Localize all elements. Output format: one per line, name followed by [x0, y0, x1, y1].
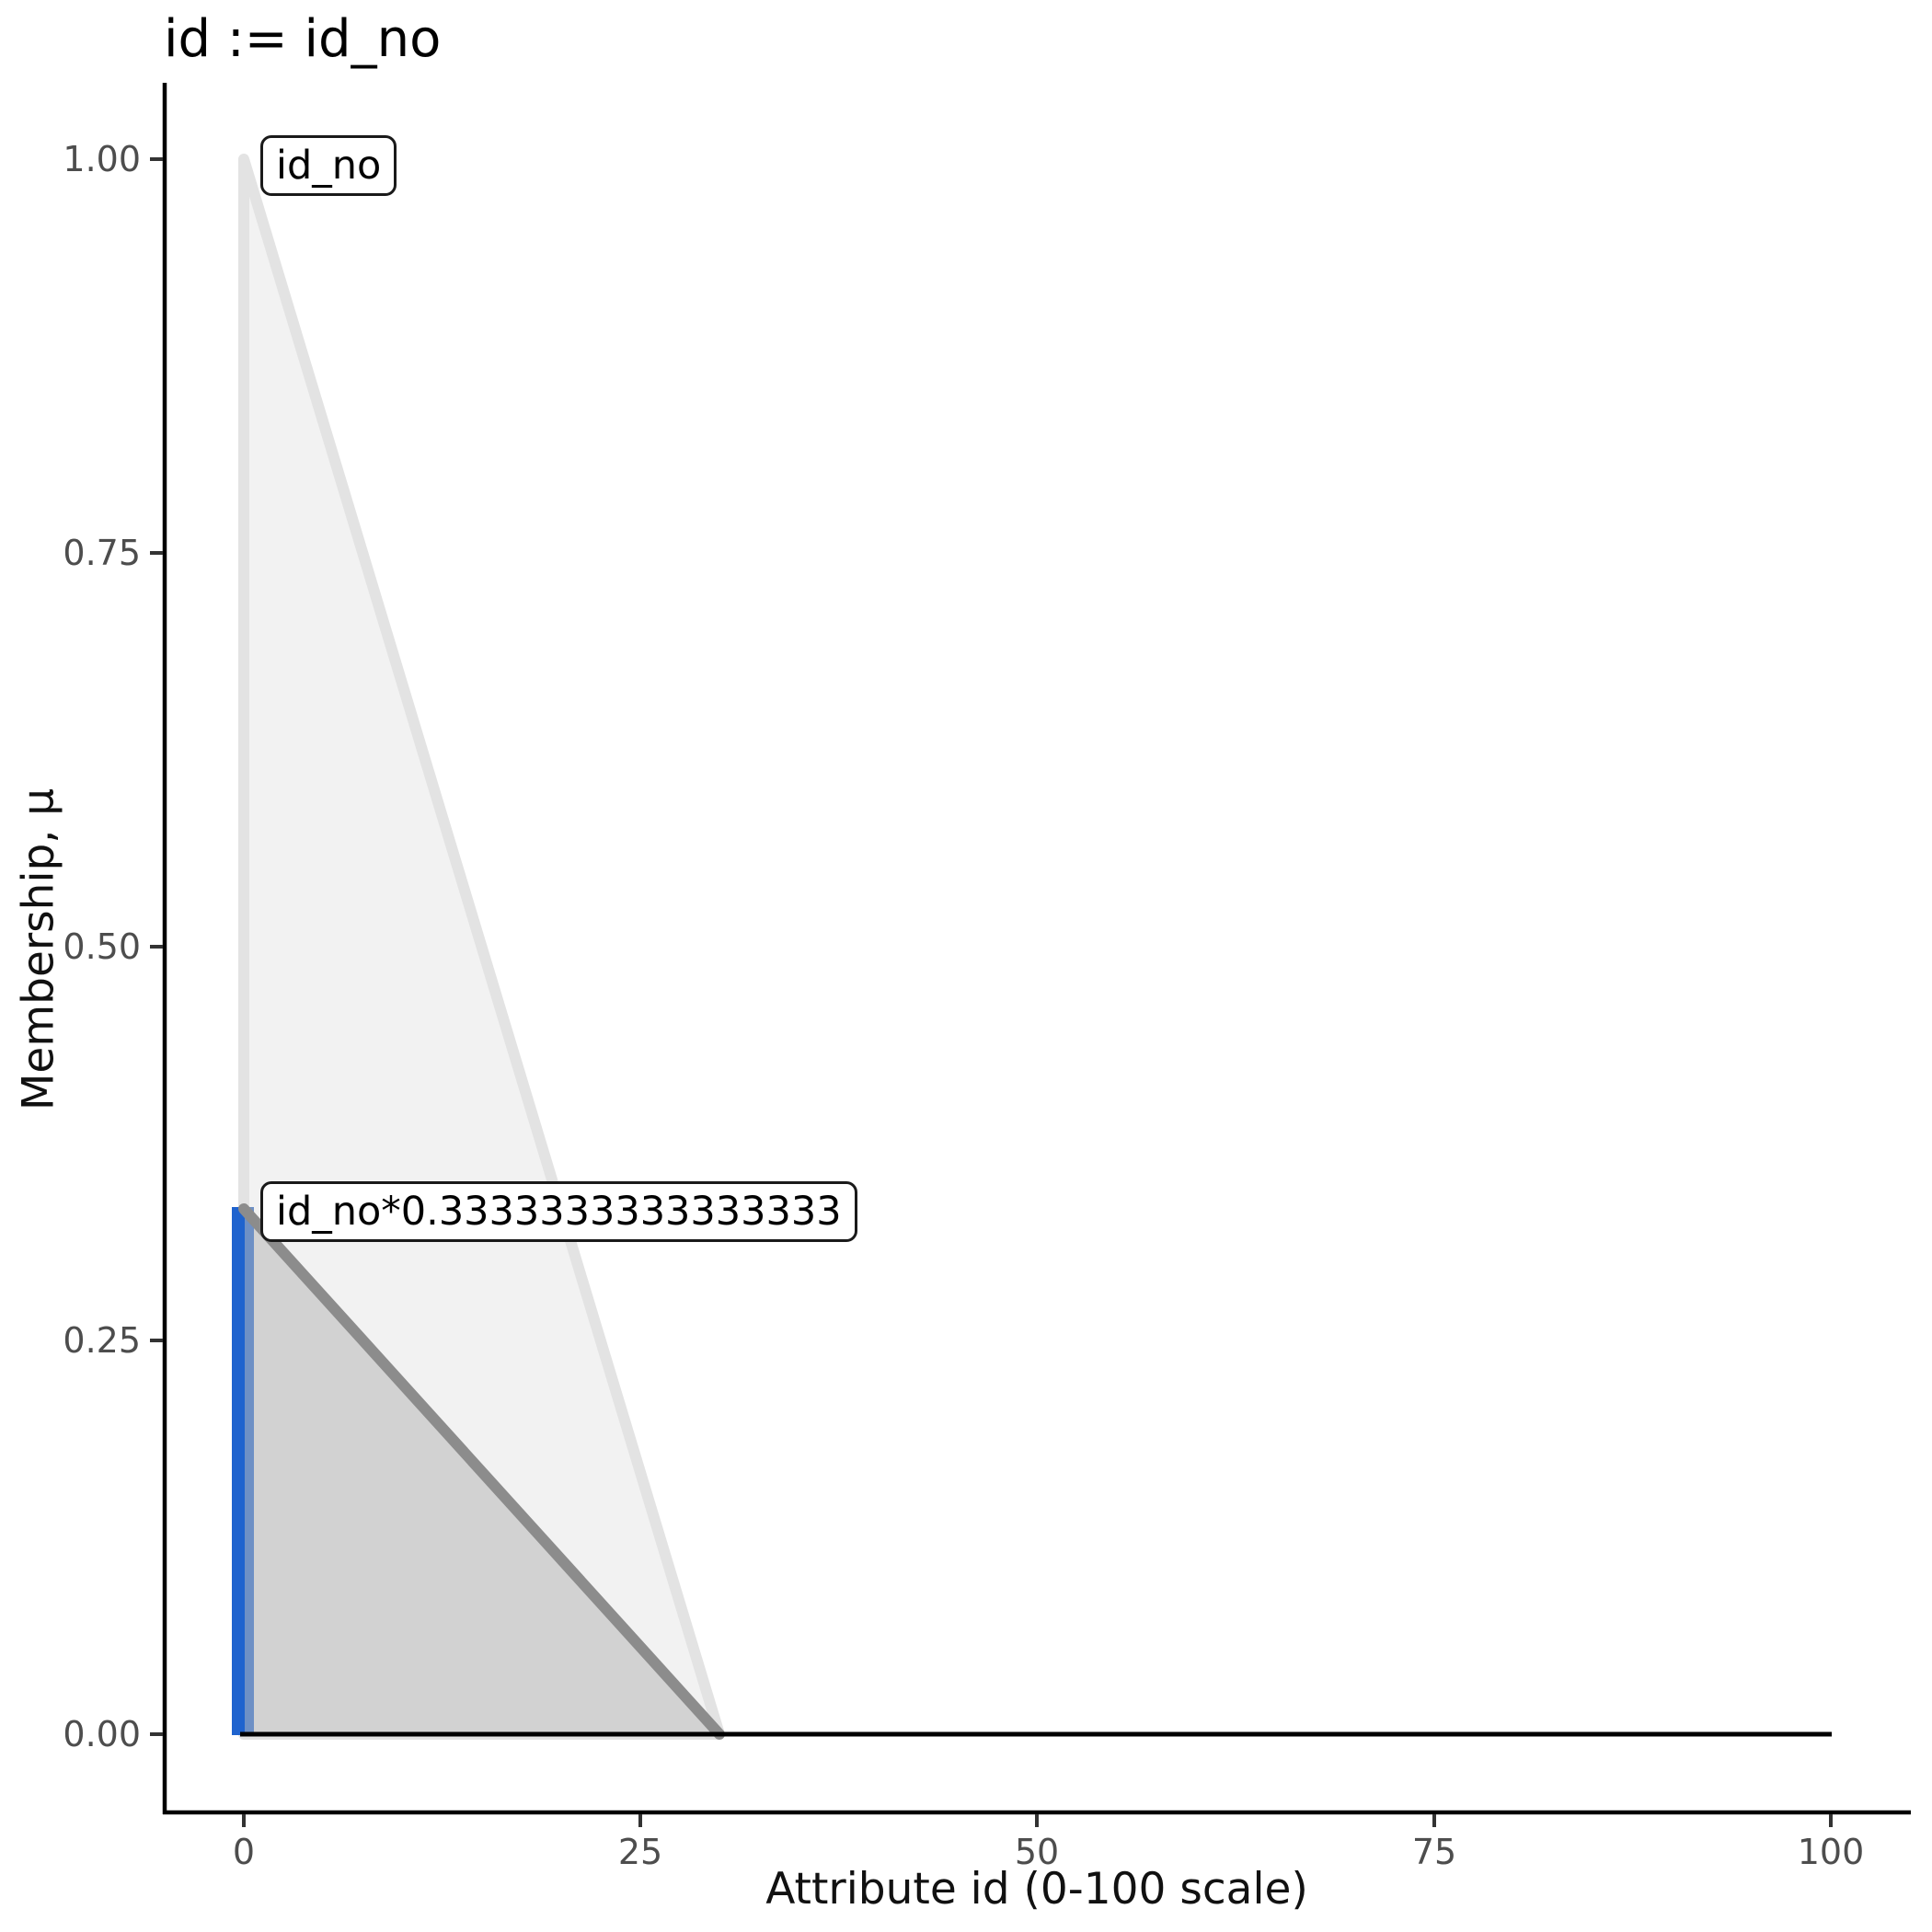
- x-tick-label-0: 0: [232, 1832, 256, 1872]
- x-tick-label-50: 50: [1014, 1832, 1060, 1872]
- x-tick-marks: [242, 1814, 1833, 1827]
- plot-title: id := id_no: [164, 9, 442, 69]
- y-tick-marks: [150, 157, 163, 1736]
- x-axis-title: Attribute id (0-100 scale): [765, 1864, 1308, 1915]
- y-tick-label-0.75: 0.75: [63, 533, 141, 573]
- x-tick-label-75: 75: [1411, 1832, 1457, 1872]
- label-box-scaled-set: id_no*0.3333333333333333: [260, 1181, 857, 1242]
- y-tick-label-1.00: 1.00: [63, 139, 141, 179]
- y-axis-title: Membership, μ: [13, 788, 64, 1111]
- y-tick-label-0.00: 0.00: [63, 1714, 141, 1754]
- y-tick-label-0.50: 0.50: [63, 926, 141, 967]
- membership-edge-scaled: [238, 1203, 725, 1740]
- x-tick-label-25: 25: [617, 1832, 663, 1872]
- activation-line: [232, 1207, 245, 1735]
- label-box-full-set: id_no: [260, 135, 397, 196]
- y-tick-label-0.25: 0.25: [63, 1320, 141, 1361]
- activation-line-overlap: [245, 1207, 254, 1735]
- x-tick-label-100: 100: [1797, 1832, 1865, 1872]
